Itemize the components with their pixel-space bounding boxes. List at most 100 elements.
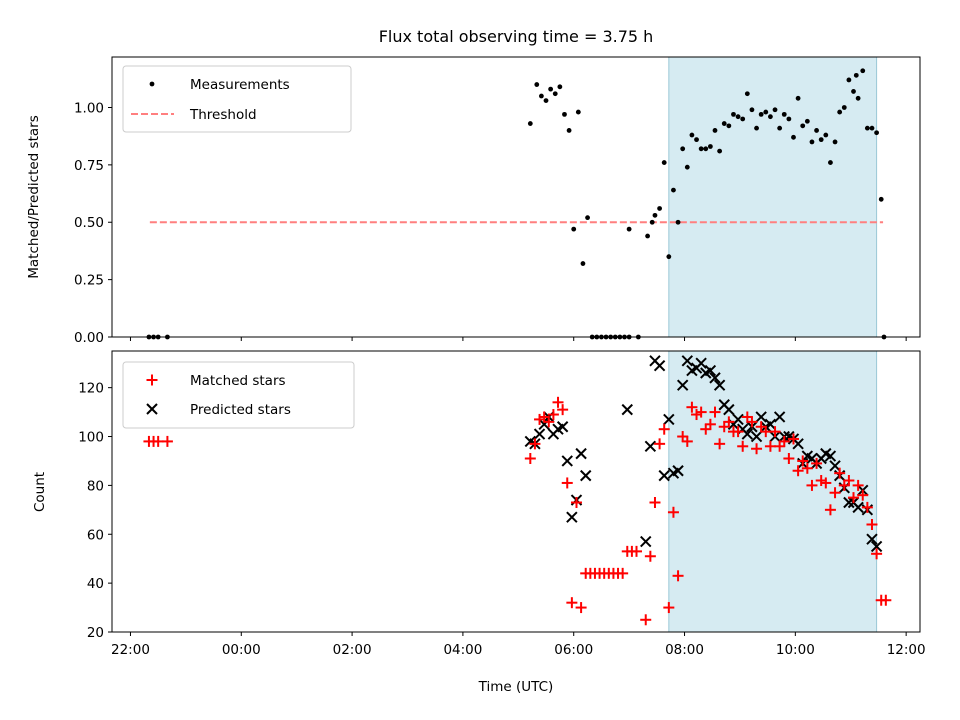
predicted-point	[723, 403, 735, 416]
measurement-point	[652, 212, 658, 218]
predicted-point	[709, 372, 721, 384]
x-tick-label: 12:00	[887, 642, 926, 658]
measurement-point	[763, 109, 769, 115]
measurement-point	[874, 130, 879, 136]
measurement-point	[749, 107, 755, 113]
measurement-point	[740, 116, 746, 122]
measurement-point	[666, 254, 672, 260]
matched-point	[649, 496, 661, 508]
predicted-point	[870, 540, 883, 553]
matched-point	[704, 418, 716, 430]
matched-point	[658, 423, 670, 435]
predicted-point	[866, 533, 878, 545]
bottom-axes-frame	[111, 350, 921, 633]
measurement-point	[726, 123, 732, 129]
y-tick-label: 20	[87, 625, 104, 641]
measurement-point	[855, 95, 861, 101]
measurement-point	[735, 114, 741, 120]
bottom-y-axis-label: Count	[32, 472, 48, 512]
matched-point	[783, 453, 795, 465]
bottom-legend-box	[122, 361, 355, 429]
matched-point	[570, 496, 582, 508]
measurement-point	[853, 72, 859, 78]
predicted-point	[621, 403, 633, 416]
matched-legend-marker	[146, 374, 158, 386]
measurement-point	[534, 82, 540, 87]
matched-point	[737, 440, 749, 452]
x-axis-label: Time (UTC)	[478, 679, 554, 695]
matched-point	[552, 396, 564, 408]
matched-point	[543, 416, 555, 428]
measurement-point	[864, 125, 870, 131]
y-tick-label: 60	[87, 527, 104, 543]
matched-point	[723, 416, 735, 428]
measurement-point	[721, 121, 727, 126]
predicted-point	[852, 501, 864, 514]
y-tick-label: 0.25	[74, 273, 104, 289]
measurement-point	[823, 132, 829, 138]
y-tick-label: 40	[87, 576, 104, 592]
predicted-point	[575, 447, 587, 460]
predicted-point	[556, 421, 569, 433]
measurement-point	[846, 77, 852, 83]
predicted-point	[566, 511, 578, 523]
measurement-point	[818, 137, 824, 143]
measurement-point	[809, 139, 815, 145]
matched-point	[547, 409, 559, 421]
measurement-point	[744, 91, 750, 97]
predicted-point	[773, 411, 786, 423]
measurement-point	[804, 118, 810, 124]
predicted-legend-marker	[146, 403, 158, 415]
measurement-point	[562, 111, 567, 117]
matched-point	[820, 477, 832, 489]
measurement-point	[786, 116, 792, 122]
y-tick-label: 100	[78, 430, 104, 446]
top-panel: 0.00 0.25 0.50 0.75 1.00 Matched/Predicted s…	[26, 56, 921, 346]
predicted-point	[741, 428, 754, 440]
y-tick-label: 0.00	[74, 330, 104, 346]
measurement-point	[837, 109, 843, 115]
matched-point	[751, 443, 763, 455]
predicted-point	[533, 428, 546, 440]
measurement-point	[585, 215, 590, 221]
top-y-axis-label: Matched/Predicted stars	[26, 115, 42, 278]
matched-point	[848, 492, 860, 504]
top-legend-box	[122, 65, 352, 133]
predicted-point	[843, 496, 855, 509]
predicted-point	[658, 469, 670, 482]
matched-point	[714, 438, 726, 450]
matched-point	[640, 614, 652, 626]
matched-point	[672, 570, 684, 582]
matched-point	[667, 506, 679, 518]
matched-legend-label: Matched stars	[190, 373, 286, 389]
matched-point	[852, 479, 864, 491]
measurement-point	[689, 132, 695, 138]
x-tick-label: 02:00	[333, 642, 372, 658]
matched-point	[824, 504, 836, 516]
measurement-point	[814, 128, 819, 133]
predicted-point	[644, 440, 657, 453]
predicted-point	[561, 455, 573, 467]
measurement-point	[552, 91, 558, 97]
measurement-point	[575, 109, 581, 115]
measurement-point	[661, 160, 667, 165]
predicted-point	[829, 460, 841, 472]
matched-point	[801, 462, 813, 474]
matched-point	[787, 433, 799, 445]
measurement-point	[571, 226, 577, 232]
x-tick-label: 22:00	[111, 642, 150, 658]
predicted-point	[653, 359, 666, 372]
measurement-point	[772, 107, 778, 113]
measurements-legend-marker	[149, 81, 155, 87]
x-tick-label: 08:00	[665, 642, 704, 658]
measurements-series	[146, 68, 887, 340]
predicted-point	[672, 465, 684, 477]
matched-point	[834, 467, 846, 479]
matched-point	[695, 406, 707, 418]
matched-point	[778, 435, 790, 447]
bottom-observing-span	[668, 350, 878, 633]
y-tick-label: 120	[78, 381, 104, 397]
measurement-point	[543, 98, 549, 104]
measurement-point	[754, 125, 759, 131]
measurement-point	[675, 219, 681, 225]
